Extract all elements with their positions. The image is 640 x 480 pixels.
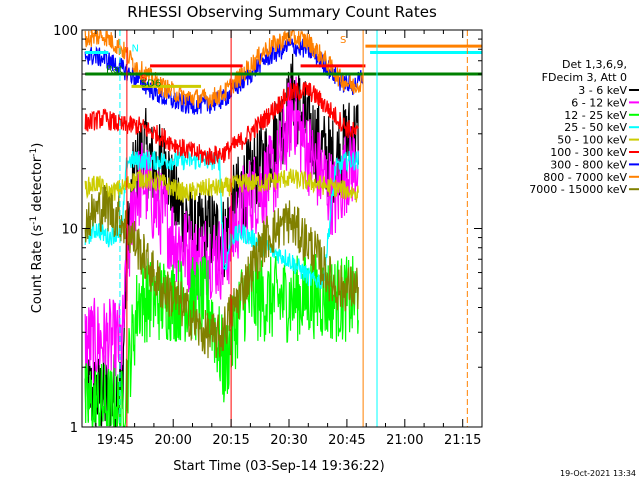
legend: Det 1,3,6,9, FDecim 3, Att 0 3 - 6 keV6 … xyxy=(529,58,639,196)
annotation-1: N xyxy=(132,43,139,54)
x-tick-label: 21:00 xyxy=(386,433,423,448)
x-axis-label: Start Time (03-Sep-14 19:36:22) xyxy=(173,459,384,474)
legend-entry-label: 300 - 800 keV xyxy=(550,158,627,171)
series-line-7000-15000-kev xyxy=(84,184,359,359)
y-axis-label: Count Rate (s-1 detector-1) xyxy=(29,143,45,314)
legend-header-line-1: Det 1,3,6,9, xyxy=(562,58,627,71)
y-tick-label: 1 xyxy=(70,421,78,436)
legend-entry-label: 50 - 100 keV xyxy=(557,134,627,147)
legend-entry-label: 25 - 50 keV xyxy=(564,121,627,134)
x-tick-label: 20:45 xyxy=(328,433,365,448)
y-tick-label: 100 xyxy=(53,24,78,39)
legend-entry-label: 3 - 6 keV xyxy=(578,84,627,97)
legend-entry-label: 6 - 12 keV xyxy=(571,96,627,109)
annotation-3: S xyxy=(141,74,147,85)
series-line-50-100-kev xyxy=(84,168,359,203)
legend-entry-label: 800 - 7000 keV xyxy=(543,171,627,184)
series-line-300-800-kev xyxy=(84,38,364,115)
x-tick-label: 20:30 xyxy=(270,433,307,448)
legend-entry-label: 7000 - 15000 keV xyxy=(529,183,627,196)
annotation-2: Rat xyxy=(106,65,123,76)
axes-layer: 1 10 100 19:45 20:00 20:15 20:30 20:45 21:00 21:1… xyxy=(53,24,483,448)
legend-header-line-2: FDecim 3, Att 0 xyxy=(542,71,627,84)
x-tick-label: 20:15 xyxy=(212,433,249,448)
chart-title: RHESSI Observing Summary Count Rates xyxy=(127,3,437,21)
overlay-layer xyxy=(85,30,482,427)
annotation-0: S xyxy=(90,29,96,40)
legend-entry-label: 12 - 25 keV xyxy=(564,109,627,122)
series-line-25-50-kev xyxy=(84,150,359,289)
annotation-5: S xyxy=(340,35,346,46)
date-stamp: 19-Oct-2021 13:34 xyxy=(560,469,636,478)
series-line-100-300-kev xyxy=(84,81,359,166)
x-tick-label: 19:45 xyxy=(97,433,134,448)
series-line-800-7000-kev xyxy=(84,30,364,109)
y-tick-label: 10 xyxy=(61,223,78,238)
annotation-4: SD6 xyxy=(141,78,161,89)
x-tick-label: 21:15 xyxy=(444,433,481,448)
series-layer xyxy=(84,30,364,427)
legend-entry-label: 100 - 300 keV xyxy=(550,146,627,159)
series-line-12-25-kev xyxy=(84,253,359,427)
x-tick-label: 20:00 xyxy=(154,433,191,448)
